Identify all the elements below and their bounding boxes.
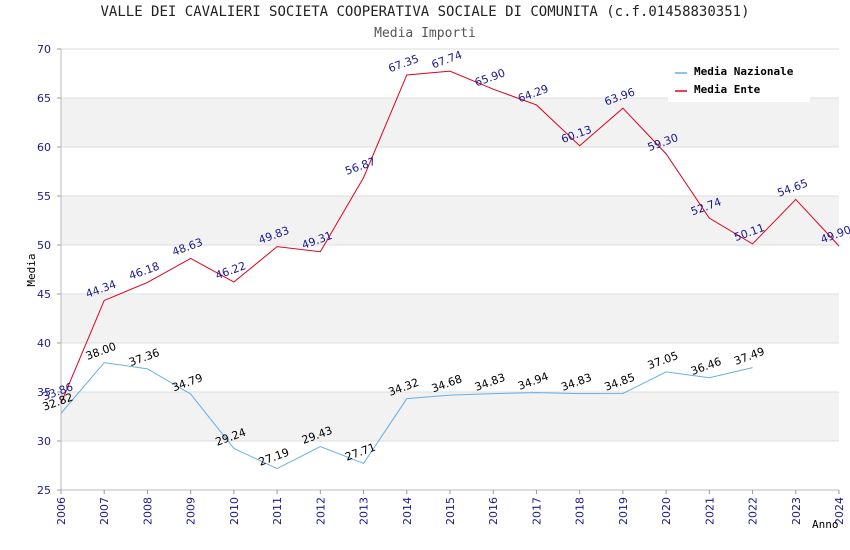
legend-label-nazionale: Media Nazionale: [694, 65, 794, 78]
x-tick-label: 2006: [55, 497, 68, 525]
legend-label-ente: Media Ente: [694, 83, 761, 96]
chart-title: VALLE DEI CAVALIERI SOCIETA COOPERATIVA …: [100, 4, 750, 20]
data-label: 67.35: [387, 52, 421, 75]
data-label: 27.19: [257, 446, 291, 469]
series-line-0: [60, 362, 753, 470]
grid-band: [61, 294, 839, 343]
x-tick-label: 2012: [314, 497, 327, 525]
x-axis-title: Anno: [812, 518, 839, 531]
x-tick-label: 2020: [660, 497, 673, 525]
data-label: 34.85: [603, 371, 637, 394]
y-tick-label: 40: [37, 337, 51, 350]
y-tick-label: 30: [37, 435, 51, 448]
x-tick-label: 2023: [790, 497, 803, 525]
series-line-1: [60, 70, 840, 404]
chart-subtitle: Media Importi: [374, 26, 476, 41]
data-label: 34.83: [559, 371, 593, 394]
legend-box: [668, 58, 810, 102]
grid-bands: [61, 98, 839, 441]
x-tick-label: 2010: [228, 497, 241, 525]
data-label: 67.74: [430, 48, 464, 71]
grid-band: [61, 98, 839, 147]
y-tick-label: 50: [37, 239, 51, 252]
y-tick-label: 35: [37, 386, 51, 399]
data-label: 37.36: [127, 346, 161, 369]
grid-band: [61, 196, 839, 245]
x-tick-label: 2017: [530, 497, 543, 525]
legend: Media Nazionale Media Ente: [668, 58, 810, 102]
data-label: 46.22: [214, 259, 248, 282]
y-tick-label: 70: [37, 43, 51, 56]
gridlines: [61, 48, 839, 491]
x-tick-label: 2013: [358, 497, 371, 525]
x-tick-label: 2008: [141, 497, 154, 525]
data-label: 36.46: [689, 355, 723, 378]
y-axis-title: Media: [25, 253, 38, 286]
x-tick-label: 2016: [487, 497, 500, 525]
y-tick-labels: 25 30 35 40 45 50 55 60 65 70: [37, 43, 51, 497]
x-tick-label: 2014: [401, 497, 414, 525]
data-label: 65.90: [473, 66, 507, 89]
y-tick-label: 45: [37, 288, 51, 301]
grid-band: [61, 392, 839, 441]
y-tick-label: 65: [37, 92, 51, 105]
x-tick-label: 2024: [833, 497, 846, 525]
data-label: 46.18: [127, 260, 161, 283]
data-label: 56.87: [343, 155, 377, 178]
x-tick-label: 2021: [703, 497, 716, 525]
y-tick-label: 25: [37, 484, 51, 497]
data-label: 37.49: [732, 345, 766, 368]
data-label: 34.94: [516, 370, 550, 393]
data-label: 37.05: [646, 349, 680, 372]
data-label: 27.71: [343, 441, 377, 464]
axes: [57, 48, 840, 494]
x-tick-label: 2022: [747, 497, 760, 525]
x-tick-label: 2009: [185, 497, 198, 525]
x-tick-label: 2019: [617, 497, 630, 525]
data-label: 34.79: [170, 371, 204, 394]
x-tick-label: 2007: [98, 497, 111, 525]
x-tick-label: 2011: [271, 497, 284, 525]
x-tick-label: 2018: [574, 497, 587, 525]
y-tick-label: 60: [37, 141, 51, 154]
x-tick-labels: 2006 2007 2008 2009 2010 2011 2012 2013 2014 2015…: [55, 497, 846, 525]
data-label: 34.83: [473, 371, 507, 394]
y-tick-label: 55: [37, 190, 51, 203]
x-tick-label: 2015: [444, 497, 457, 525]
series-lines: [60, 70, 840, 470]
